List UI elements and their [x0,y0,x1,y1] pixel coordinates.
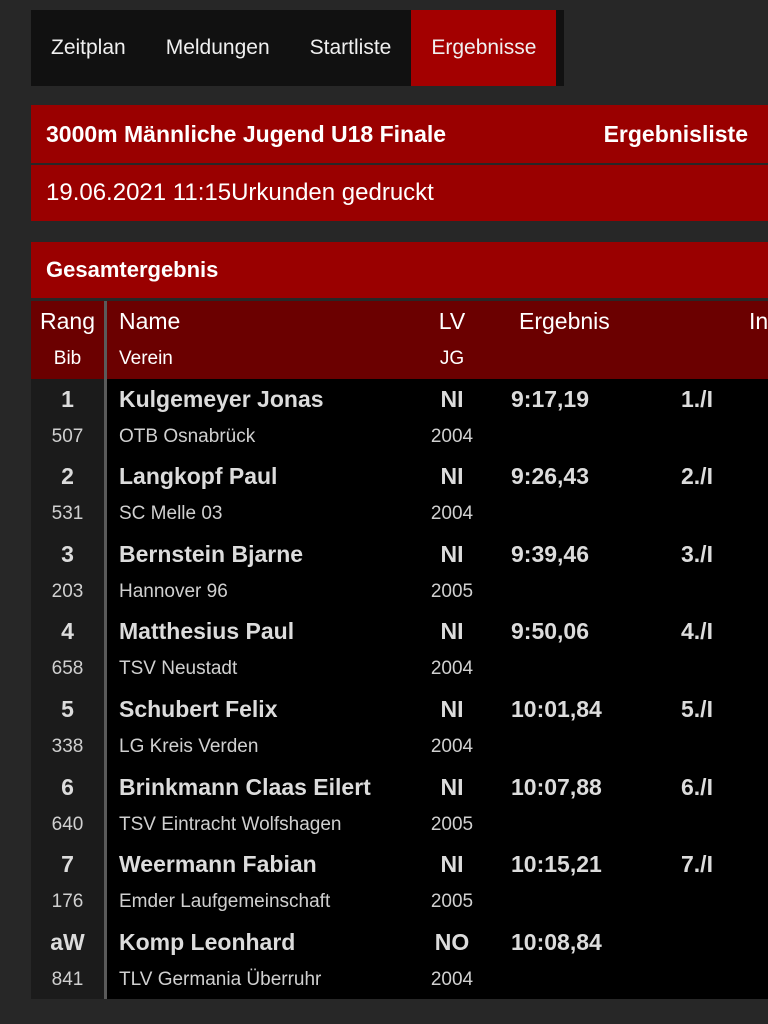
rank-value: 5 [61,695,74,722]
place-value: 4./I [681,618,713,645]
place-value: 2./I [681,463,713,490]
tab-zeitplan[interactable]: Zeitplan [51,36,126,59]
result-value: 10:15,21 [511,851,602,878]
lv-value: NO [434,928,470,955]
result-value: 10:01,84 [511,695,602,722]
result-value: 9:17,19 [511,385,590,412]
lv-value: NI [440,540,464,567]
club-name[interactable]: OTB Osnabrück [119,425,256,447]
athlete-name[interactable]: Weermann Fabian [119,851,317,878]
table-row[interactable]: 7 Weermann Fabian NI 10:15,21 7./I 176 E… [31,845,768,923]
table-row[interactable]: 2 Langkopf Paul NI 9:26,43 2./I 531 SC M… [31,457,768,535]
club-name[interactable]: Emder Laufgemeinschaft [119,891,331,913]
result-value: 9:26,43 [511,463,590,490]
year-value: 2005 [430,580,474,602]
header-jg[interactable]: JG [439,348,465,369]
header-name[interactable]: Name [119,307,181,334]
year-value: 2004 [430,658,474,680]
rank-value: aW [50,928,85,955]
rank-column-bg [31,301,104,999]
result-value: 10:08,84 [511,928,602,955]
rank-value: 3 [61,540,74,567]
result-value: 9:39,46 [511,540,590,567]
athlete-name[interactable]: Schubert Felix [119,695,278,722]
event-datetime: 19.06.2021 11:15 [46,179,232,206]
athlete-name[interactable]: Bernstein Bjarne [119,540,304,567]
lv-value: NI [440,851,464,878]
results-table: Rang Name LV Ergebnis In Bib Verein JG 1… [31,301,768,999]
result-value: 10:07,88 [511,773,602,800]
table-row[interactable]: 1 Kulgemeyer Jonas NI 9:17,19 1./I 507 O… [31,379,768,457]
table-row[interactable]: 5 Schubert Felix NI 10:01,84 5./I 338 LG… [31,689,768,767]
event-header: 3000m Männliche Jugend U18 Finale Ergebn… [31,105,768,163]
bib-value: 338 [51,735,84,757]
list-type: Ergebnisliste [603,120,748,147]
column-divider [104,301,107,999]
athlete-name[interactable]: Langkopf Paul [119,463,278,490]
year-value: 2004 [430,425,474,447]
bib-value: 841 [51,968,84,990]
athlete-name[interactable]: Kulgemeyer Jonas [119,385,324,412]
event-status: Urkunden gedruckt [231,179,434,206]
lv-value: NI [440,385,464,412]
athlete-name[interactable]: Komp Leonhard [119,928,296,955]
bib-value: 640 [51,813,84,835]
header-rang[interactable]: Rang [40,307,95,334]
table-row[interactable]: 4 Matthesius Paul NI 9:50,06 4./I 658 TS… [31,612,768,690]
header-lv[interactable]: LV [438,307,466,334]
header-bib[interactable]: Bib [53,348,82,369]
tab-startliste[interactable]: Startliste [309,36,392,59]
club-name[interactable]: TSV Neustadt [119,658,238,680]
bib-value: 507 [51,425,84,447]
rank-value: 1 [61,385,74,412]
table-row[interactable]: aW Komp Leonhard NO 10:08,84 841 TLV Ger… [31,922,768,999]
year-value: 2004 [430,503,474,525]
result-value: 9:50,06 [511,618,590,645]
table-row[interactable]: 3 Bernstein Bjarne NI 9:39,46 3./I 203 H… [31,534,768,612]
section-title-label: Gesamtergebnis [46,257,219,282]
year-value: 2004 [430,968,474,990]
bib-value: 203 [51,580,84,602]
section-title: Gesamtergebnis [31,242,768,298]
header-ergebnis[interactable]: Ergebnis [519,307,610,334]
year-value: 2005 [430,891,474,913]
place-value: 5./I [681,695,713,722]
event-info-bar: 19.06.2021 11:15 Urkunden gedruckt [31,165,768,221]
bib-value: 658 [51,658,84,680]
place-value: 7./I [681,851,713,878]
rank-value: 2 [61,463,74,490]
place-value: 6./I [681,773,713,800]
bib-value: 176 [51,891,84,913]
main-nav: Zeitplan Meldungen Startliste Ergebnisse [31,10,564,86]
club-name[interactable]: Hannover 96 [119,580,228,602]
rank-value: 7 [61,851,74,878]
lv-value: NI [440,463,464,490]
header-verein[interactable]: Verein [119,348,173,369]
tab-meldungen[interactable]: Meldungen [165,36,270,59]
rank-value: 4 [61,618,74,645]
lv-value: NI [440,695,464,722]
place-value: 3./I [681,540,713,567]
club-name[interactable]: SC Melle 03 [119,503,223,525]
table-row[interactable]: 6 Brinkmann Claas Eilert NI 10:07,88 6./… [31,767,768,845]
year-value: 2004 [430,735,474,757]
club-name[interactable]: TLV Germania Überruhr [119,968,322,990]
event-title: 3000m Männliche Jugend U18 Finale [46,120,447,147]
table-header: Rang Name LV Ergebnis In Bib Verein JG [31,301,768,379]
club-name[interactable]: LG Kreis Verden [119,735,259,757]
athlete-name[interactable]: Brinkmann Claas Eilert [119,773,371,800]
rank-value: 6 [61,773,74,800]
tab-ergebnisse[interactable]: Ergebnisse [411,10,557,86]
place-value: 1./I [681,385,713,412]
club-name[interactable]: TSV Eintracht Wolfshagen [119,813,342,835]
year-value: 2005 [430,813,474,835]
athlete-name[interactable]: Matthesius Paul [119,618,295,645]
header-extra[interactable]: In [749,307,768,334]
lv-value: NI [440,773,464,800]
bib-value: 531 [51,503,84,525]
lv-value: NI [440,618,464,645]
